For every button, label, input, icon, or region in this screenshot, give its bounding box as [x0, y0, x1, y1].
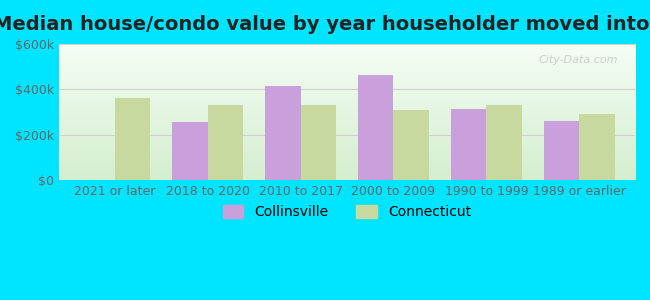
Bar [544, 121, 579, 180]
Bar [265, 86, 300, 180]
Bar [172, 122, 207, 180]
Bar [486, 105, 522, 180]
Bar [358, 75, 393, 180]
Text: City-Data.com: City-Data.com [538, 55, 617, 65]
Title: Median house/condo value by year householder moved into unit: Median house/condo value by year househo… [0, 15, 650, 34]
Bar [300, 105, 336, 180]
Bar [579, 114, 614, 180]
Bar [115, 98, 150, 180]
Legend: Collinsville, Connecticut: Collinsville, Connecticut [217, 200, 477, 225]
Bar [393, 110, 429, 180]
Bar [207, 105, 243, 180]
Bar [451, 109, 486, 180]
